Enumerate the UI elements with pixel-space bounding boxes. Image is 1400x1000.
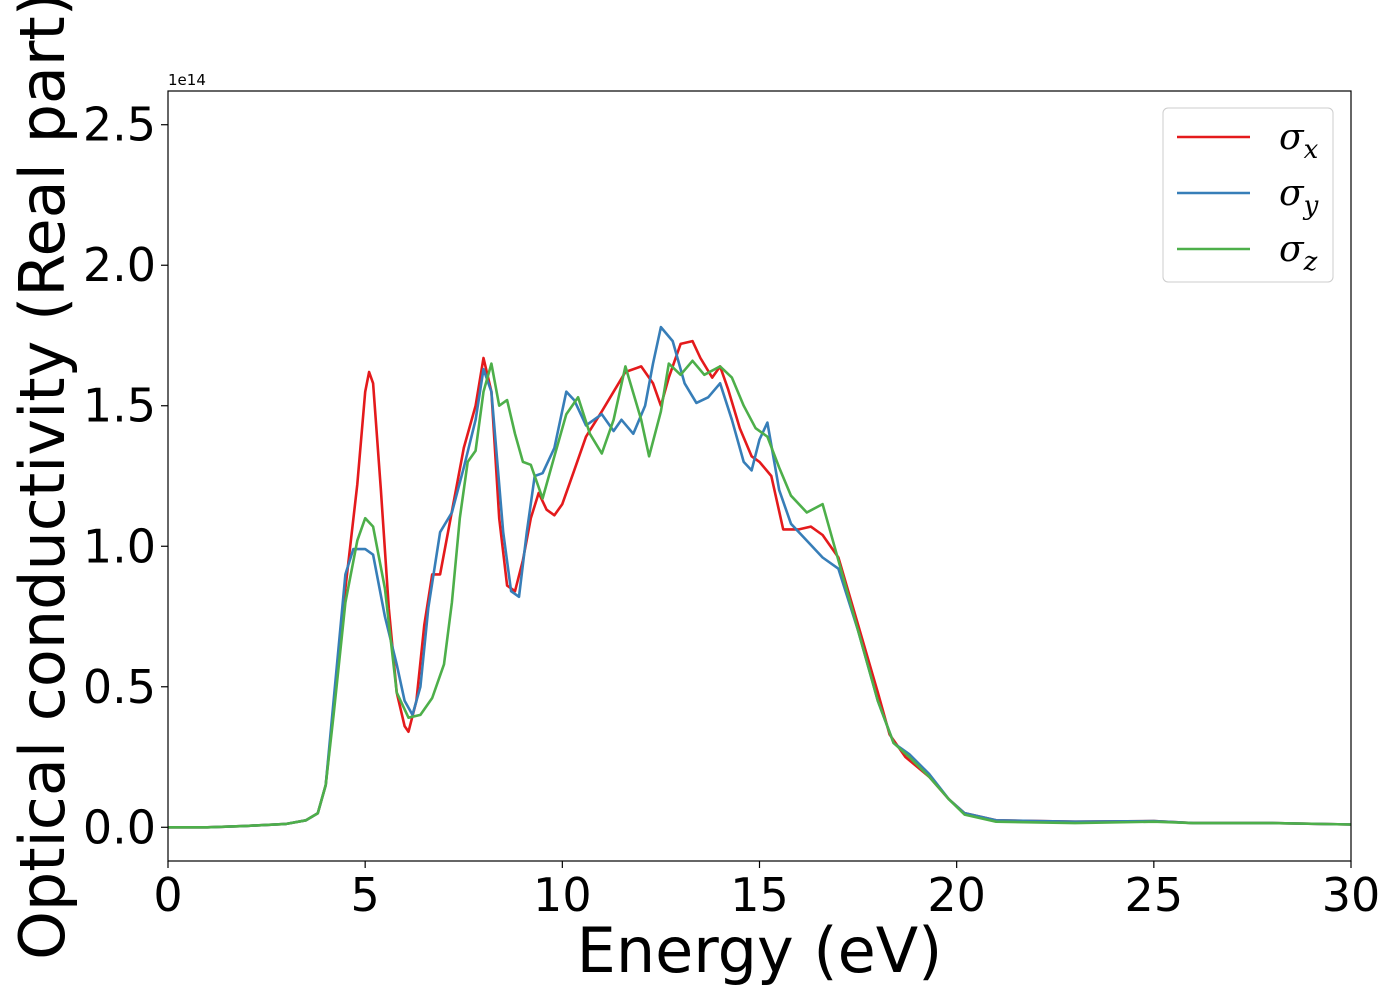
series-line-z xyxy=(168,359,1352,829)
y-tick-label: 0.0 xyxy=(83,800,156,854)
x-tick-label: 10 xyxy=(533,868,592,922)
x-tick-label: 0 xyxy=(153,868,182,922)
legend-label-y: σy xyxy=(1279,173,1319,221)
y-tick-label: 1.5 xyxy=(83,379,156,433)
x-tick-label: 25 xyxy=(1125,868,1184,922)
x-tick-label: 15 xyxy=(730,868,789,922)
legend: σx σy σz xyxy=(1162,107,1334,283)
series-line-x xyxy=(168,339,1352,829)
y-tick-label: 0.5 xyxy=(83,660,156,714)
plot-background xyxy=(168,91,1351,861)
y-exponent-label: 1e14 xyxy=(168,71,206,89)
x-tick-label: 20 xyxy=(927,868,986,922)
y-tick-label: 1.0 xyxy=(83,519,156,573)
y-tick-label: 2.0 xyxy=(83,238,156,292)
series-layer xyxy=(168,325,1352,829)
legend-box xyxy=(1162,107,1334,283)
x-tick-label: 5 xyxy=(351,868,380,922)
y-tick-label: 2.5 xyxy=(83,98,156,152)
y-axis-title: Optical conductivity (Real part) xyxy=(6,0,79,960)
legend-label-x: σx xyxy=(1279,117,1319,165)
x-tick-label: 30 xyxy=(1322,868,1381,922)
x-axis-ticks: 0 5 10 15 20 25 30 xyxy=(153,861,1380,922)
legend-label-z: σz xyxy=(1279,229,1318,277)
x-axis-title: Energy (eV) xyxy=(577,914,943,987)
y-axis-ticks: 0.0 0.5 1.0 1.5 2.0 2.5 xyxy=(83,98,168,854)
